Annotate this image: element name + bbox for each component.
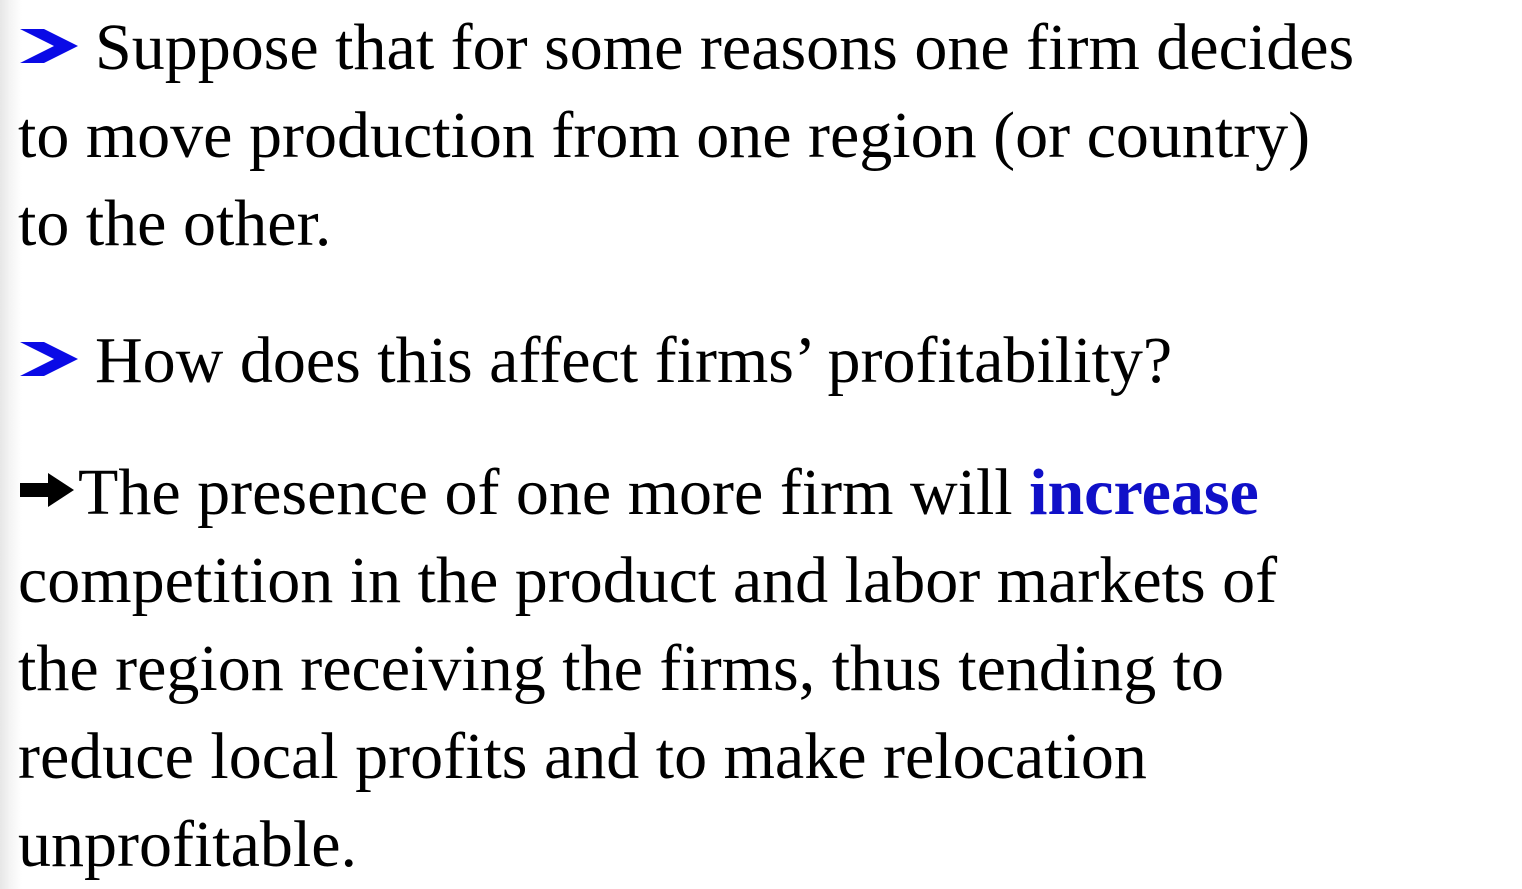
text: How does this affect firms’ profitabilit… — [95, 324, 1173, 397]
text-line: unprofitable. — [18, 808, 358, 881]
chevron-bullet — [20, 29, 78, 63]
text-line: to the other. — [18, 187, 332, 260]
text-line: reduce local profits and to make relocat… — [18, 720, 1147, 793]
arrow-bullet — [20, 473, 74, 507]
paragraph: The presence of one more firm will incre… — [18, 449, 1277, 889]
text: The presence of one more firm will — [78, 456, 1013, 529]
text-line: to move production from one region (or c… — [18, 99, 1311, 172]
paragraph: How does this affect firms’ profitabilit… — [18, 317, 1172, 405]
emphasis: increase — [1029, 456, 1259, 529]
text-line: The presence of one more firm will incre… — [18, 449, 1277, 537]
text-line: competition in the product and labor mar… — [18, 544, 1278, 617]
chevron-bullet — [20, 342, 78, 376]
text-line: the region receiving the firms, thus ten… — [18, 632, 1225, 705]
text-line: Suppose that for some reasons one firm d… — [18, 4, 1354, 92]
text-line: How does this affect firms’ profitabilit… — [18, 317, 1172, 405]
text: Suppose that for some reasons one firm d… — [95, 11, 1355, 84]
paragraph: Suppose that for some reasons one firm d… — [18, 4, 1354, 268]
